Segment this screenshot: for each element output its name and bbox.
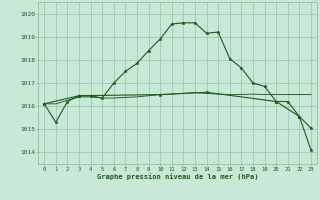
X-axis label: Graphe pression niveau de la mer (hPa): Graphe pression niveau de la mer (hPa) xyxy=(97,173,258,180)
